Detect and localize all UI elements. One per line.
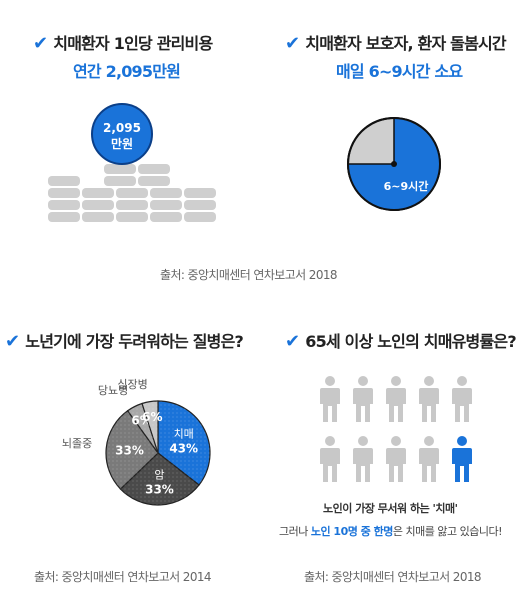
- pie-slice-name-3: 당뇨병: [98, 384, 128, 397]
- pie-slice-label-0: 43%: [169, 441, 198, 455]
- pie-slice-name-1: 암: [154, 469, 164, 482]
- pie-slice-label-4: 6%: [142, 410, 162, 424]
- person-icon: [320, 436, 340, 482]
- cost-badge-line2: 만원: [111, 136, 133, 151]
- panel1-title-text: 치매환자 1인당 관리비용: [53, 34, 213, 53]
- person-icon: [419, 376, 439, 422]
- check-icon: ✔: [33, 33, 48, 54]
- person-icon: [419, 436, 439, 482]
- clock-label: 6~9시간: [384, 179, 429, 193]
- person-icon: [320, 376, 340, 422]
- panel4-caption-line2: 그러나 노인 10명 중 한명은 치매를 앓고 있습니다!: [279, 523, 503, 539]
- pie-slice-name-0: 치매: [174, 427, 194, 440]
- cost-badge-line1: 2,095: [103, 121, 141, 135]
- pie-slice-label-2: 33%: [115, 443, 144, 457]
- panel2-title: ✔ 치매환자 보호자, 환자 돌봄시간: [285, 30, 507, 54]
- panel1-subtitle: 연간 2,095만원: [73, 62, 181, 81]
- panel2-subtitle: 매일 6~9시간 소요: [336, 62, 463, 81]
- coin-stacks: [48, 164, 216, 222]
- panel4-source: 출처: 중앙치매센터 연차보고서 2018: [304, 570, 482, 584]
- check-icon: ✔: [5, 331, 20, 352]
- caption-post: 은 치매를 앓고 있습니다!: [392, 525, 503, 538]
- panel4-title: ✔ 65세 이상 노인의 치매유병률은?: [285, 328, 517, 352]
- cost-badge: [91, 103, 153, 165]
- person-icon: [386, 436, 406, 482]
- panel3-source: 출처: 중앙치매센터 연차보고서 2014: [34, 570, 212, 584]
- people-grid: [320, 376, 472, 482]
- check-icon: ✔: [285, 331, 300, 352]
- clock-chart: 6~9시간: [347, 117, 441, 211]
- person-icon: [386, 376, 406, 422]
- panel3-title-text: 노년기에 가장 두려워하는 질병은?: [25, 332, 243, 351]
- person-icon: [452, 376, 472, 422]
- check-icon: ✔: [285, 33, 300, 54]
- panel3-title: ✔ 노년기에 가장 두려워하는 질병은?: [5, 328, 244, 352]
- person-icon: [353, 436, 373, 482]
- panel4-caption-line1: 노인이 가장 무서워 하는 '치매': [323, 502, 458, 515]
- pie-slice-label-1: 33%: [145, 483, 174, 497]
- coins-illustration: 2,095 만원: [48, 103, 216, 222]
- person-icon: [353, 376, 373, 422]
- caption-highlight: 노인 10명 중 한명: [310, 525, 394, 538]
- panel1-title: ✔ 치매환자 1인당 관리비용: [33, 30, 213, 54]
- panel4-title-text: 65세 이상 노인의 치매유병률은?: [305, 332, 516, 351]
- pie-slice-name-2: 뇌졸중: [62, 437, 92, 450]
- panel1-source: 출처: 중앙치매센터 연차보고서 2018: [160, 268, 338, 282]
- person-icon-highlighted: [452, 436, 472, 482]
- caption-pre: 그러나: [279, 525, 311, 538]
- pie-slice-name-4: 심장병: [117, 378, 147, 391]
- panel2-title-text: 치매환자 보호자, 환자 돌봄시간: [305, 34, 506, 53]
